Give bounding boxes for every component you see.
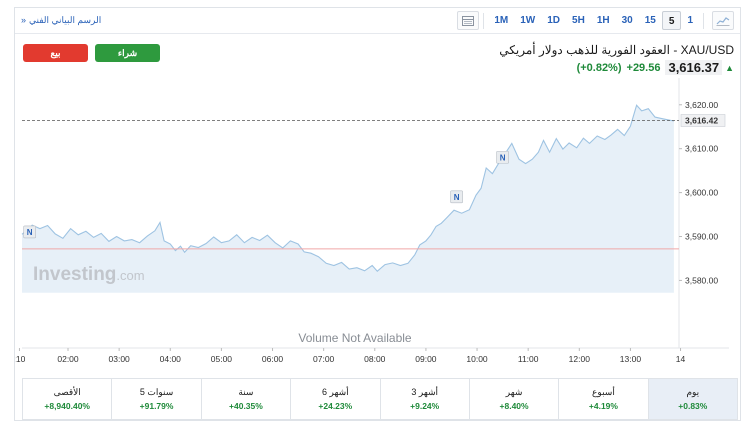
quote-row: (+0.82%) +29.56 3,616.37 ▲ (577, 60, 734, 75)
technical-chart-link[interactable]: » الرسم البياني الفني (21, 15, 102, 25)
news-marker-box[interactable] (496, 150, 509, 164)
volume-not-available-text: Volume Not Available (298, 331, 412, 345)
news-marker-label[interactable]: N (500, 153, 506, 162)
timeframe-5[interactable]: 5 (661, 11, 682, 30)
price-change-percent: (+0.82%) (576, 61, 622, 74)
performance-period-label: 3 أشهر (411, 387, 439, 397)
timeframe-1h[interactable]: 1H (596, 15, 610, 26)
watermark-brand: Investing (33, 264, 116, 285)
current-price-label: 3,616.42 (685, 116, 718, 126)
performance-cell[interactable]: الأقصى +8,940.40% (23, 379, 111, 419)
toolbar-divider (483, 12, 485, 29)
performance-cell[interactable]: 6 أشهر +24.23% (290, 379, 379, 419)
performance-period-label: شهر (505, 387, 523, 397)
performance-period-value: +91.79% (139, 401, 174, 411)
x-tick-label: 05:00 (211, 354, 233, 364)
sell-button[interactable]: بيع (23, 44, 88, 62)
double-chevron-icon: » (21, 15, 27, 25)
y-tick-label: 3,600.00 (685, 188, 718, 198)
news-marker-box[interactable] (23, 225, 36, 239)
performance-period-label: الأقصى (53, 387, 81, 397)
y-tick-label: 3,610.00 (685, 144, 718, 154)
performance-cell[interactable]: أسبوع +4.19% (558, 379, 647, 419)
performance-period-label: 5 سنوات (139, 387, 174, 397)
instrument-title: XAU/USD - العقود الفورية للذهب دولار أمر… (499, 43, 734, 57)
performance-cell[interactable]: شهر +8.40% (468, 379, 558, 419)
timeframe-1d[interactable]: 1D (547, 15, 561, 26)
y-tick-label: 3,590.00 (685, 232, 718, 242)
timeframe-bar: 1M 1W 1D 5H 1H 30 15 5 1 (453, 11, 734, 30)
performance-strip: الأقصى +8,940.40% 5 سنوات +91.79% سنة +40.35%… (22, 378, 738, 420)
y-tick-label: 3,620.00 (685, 100, 718, 110)
timeframe-30[interactable]: 30 (621, 15, 633, 26)
x-tick-label: 13:00 (620, 354, 642, 364)
chart-type-icon[interactable] (712, 11, 734, 30)
news-marker-label[interactable]: N (454, 193, 460, 202)
news-marker-label[interactable]: N (27, 228, 33, 237)
x-tick-label: 06:00 (262, 354, 284, 364)
x-tick-label: 02:00 (57, 354, 79, 364)
performance-period-label: يوم (686, 387, 700, 397)
performance-cell[interactable]: 5 سنوات +91.79% (111, 379, 200, 419)
x-tick-label: 09:00 (415, 354, 437, 364)
buy-button[interactable]: شراء (95, 44, 160, 62)
timeframe-1[interactable]: 1 (687, 15, 693, 26)
chart-widget: » الرسم البياني الفني 1M 1W 1D 5H 1H 30 15 5 1 بي… (14, 7, 741, 421)
performance-period-value: +4.19% (588, 401, 618, 411)
timeframe-5h[interactable]: 5H (572, 15, 585, 26)
y-tick-label: 3,580.00 (685, 275, 718, 285)
performance-period-value: +24.23% (318, 401, 353, 411)
x-tick-label: 04:00 (160, 354, 182, 364)
x-tick-label: 07:00 (313, 354, 335, 364)
current-price-label-box (680, 114, 726, 127)
x-tick-label: 11:00 (518, 354, 539, 364)
investing-watermark: Investing.com (33, 264, 145, 285)
performance-period-value: +40.35% (229, 401, 263, 411)
last-price: 3,616.37 (665, 60, 723, 75)
watermark-suffix: .com (116, 268, 144, 283)
price-area (22, 105, 674, 293)
performance-period-label: سنة (238, 387, 254, 397)
performance-cell[interactable]: 3 أشهر +9.24% (379, 379, 469, 419)
performance-period-label: 6 أشهر (321, 387, 349, 397)
toolbar-divider (703, 12, 704, 29)
x-tick-label: 08:00 (364, 354, 386, 364)
x-tick-label: 10:00 (466, 354, 488, 364)
performance-period-value: +0.83% (678, 401, 708, 411)
timeframe-buttons: 1M 1W 1D 5H 1H 30 15 5 1 (488, 11, 699, 30)
performance-period-value: +9.24% (410, 401, 440, 411)
price-line (21, 104, 675, 272)
performance-cell[interactable]: سنة +40.35% (200, 379, 290, 419)
timeframe-1w[interactable]: 1W (520, 15, 536, 26)
price-change: +29.56 (626, 61, 661, 74)
performance-period-value: +8,940.40% (44, 401, 90, 411)
timeframe-15[interactable]: 15 (644, 15, 656, 26)
performance-period-label: أسبوع (592, 387, 615, 397)
x-tick-label: 14 (676, 354, 686, 364)
up-arrow-icon: ▲ (725, 62, 734, 73)
timeframe-1m[interactable]: 1M (494, 15, 509, 26)
performance-period-value: +8.40% (499, 401, 529, 411)
x-tick-label: 12:00 (569, 354, 591, 364)
price-chart[interactable]: 3,620.00 3,610.00 3,600.00 3,590.00 3,580.00… (15, 8, 742, 373)
chart-toolbar: » الرسم البياني الفني 1M 1W 1D 5H 1H 30 15 5 1 (15, 8, 740, 34)
x-tick-label: :10 (15, 354, 26, 364)
table-view-icon[interactable] (457, 11, 480, 30)
x-tick-label: 03:00 (109, 354, 131, 364)
news-marker-box[interactable] (450, 190, 463, 204)
performance-cell[interactable]: يوم +0.83% (647, 379, 737, 419)
